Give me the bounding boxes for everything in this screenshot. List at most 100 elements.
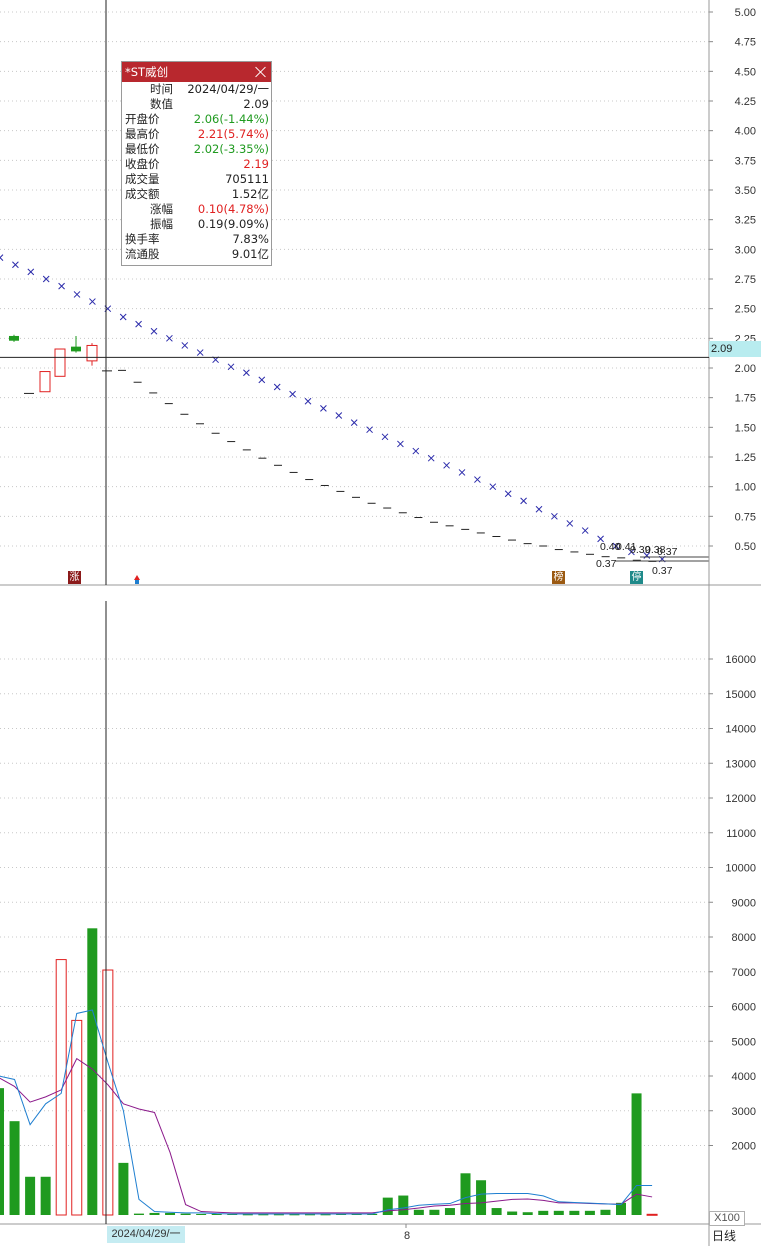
cross-marker [119,313,127,321]
volume-bar [553,1210,564,1215]
price-tick-label: 0.50 [735,541,756,553]
volume-bar [538,1210,549,1215]
tooltip-value: 2.19 [243,157,269,171]
price-tick-label: 1.50 [735,422,756,434]
volume-tick-label: 13000 [725,758,756,770]
price-annotation: 0.39 [630,544,651,556]
cross-marker [58,282,65,290]
limit-up-badge[interactable]: 涨 [68,571,81,584]
volume-bar [9,1121,20,1215]
volume-tick-label: 2000 [732,1141,756,1153]
cross-marker [243,369,250,377]
volume-bar [444,1208,455,1215]
cross-marker [335,412,343,419]
volume-bar [211,1213,222,1215]
tooltip-rows: 时间 2024/04/29/一 数值 2.09 开盘价 2.06(-1.44%) 最高价 2.… [122,82,271,262]
ranking-badge[interactable]: 榜 [552,571,565,584]
volume-bar [646,1213,658,1216]
period-tab-daily[interactable]: 日线 [712,1229,737,1243]
tooltip-key: 最低价 [125,142,160,156]
price-annotation: 0.37 [652,565,673,577]
tooltip-row: 收盘价 2.19 [122,157,271,172]
cross-marker [227,363,235,371]
tooltip-title: *ST威创 [125,65,169,79]
cross-marker [73,291,81,298]
price-annotation: 0.41 [616,541,637,553]
volume-bar [305,1214,315,1216]
tooltip-key: 流通股 [125,247,160,261]
price-annotation: 0.37 [657,546,678,558]
cross-marker [273,383,281,391]
tooltip-row: 成交额 1.52亿 [122,187,271,202]
volume-panel [0,928,658,1216]
tooltip-header: *ST威创 [122,62,271,82]
tooltip-row: 流通股 9.01亿 [122,247,271,262]
price-tick-label: 3.00 [735,244,756,256]
volume-tick-label: 5000 [732,1036,756,1048]
volume-bar [584,1210,595,1215]
volume-bar [165,1212,176,1215]
y-axis: 5.00 4.75 4.50 4.25 4.00 3.75 3.50 3.25 3.00 2.75… [709,7,756,1153]
volume-bar [87,928,98,1215]
tooltip-key: 收盘价 [125,157,160,171]
price-tick-label: 2.50 [735,304,756,316]
tooltip-key: 振幅 [150,217,173,231]
cross-marker [181,342,189,349]
close-icon[interactable] [255,66,267,78]
volume-bar [289,1214,300,1216]
price-panel: 0.400.410.390.380.370.370.37 [0,254,709,584]
cross-marker [196,349,204,356]
volume-bar [631,1093,642,1215]
volume-bar [413,1209,424,1215]
cross-marker [289,390,296,398]
price-tick-label: 1.75 [735,393,756,405]
volume-bar [0,1088,4,1215]
volume-bar [102,969,114,1216]
cross-marker [474,476,481,483]
volume-bar [336,1213,347,1215]
cross-marker [458,469,466,476]
volume-ma5-line [0,1009,653,1215]
cross-marker [89,298,96,305]
tooltip-key: 数值 [150,97,173,111]
volume-bar [71,1019,83,1216]
price-tick-label: 4.75 [735,37,756,49]
cross-marker [412,447,420,455]
volume-tick-label: 8000 [732,932,756,944]
price-tick-label: 4.25 [735,96,756,108]
tooltip-key: 最高价 [125,127,160,141]
candle-body [24,392,34,394]
price-tick-label: 1.00 [735,482,756,494]
volume-tick-label: 11000 [726,828,756,840]
cross-marker [427,454,435,462]
volume-tick-label: 14000 [725,724,756,736]
volume-bar [180,1213,191,1215]
volume-bar [616,1202,626,1215]
volume-tick-label: 4000 [732,1071,756,1083]
volume-tick-label: 7000 [732,967,756,979]
volume-bar [367,1213,378,1215]
volume-bar [273,1214,284,1216]
volume-bar [600,1209,611,1215]
volume-bar [258,1214,269,1216]
volume-bar [382,1197,393,1215]
tooltip-value: 705111 [225,172,269,186]
cross-marker [397,440,404,448]
volume-tick-label: 9000 [732,897,756,909]
price-tick-label: 3.75 [735,155,756,167]
candle-body [54,348,66,377]
volume-bar [133,1213,144,1215]
price-tick-label: 3.50 [735,185,756,197]
candle-body [9,335,19,341]
tooltip-row: 换手率 7.83% [122,232,271,247]
cross-marker [12,261,19,269]
price-tick-label: 2.75 [735,274,756,286]
price-tick-label: 2.00 [735,363,756,375]
tooltip-row: 数值 2.09 [122,97,271,112]
cross-marker [597,535,604,543]
price-tick-label: 5.00 [735,7,756,19]
suspension-badge[interactable]: 停 [630,571,643,584]
cross-marker [258,376,266,384]
cross-marker [489,483,497,491]
